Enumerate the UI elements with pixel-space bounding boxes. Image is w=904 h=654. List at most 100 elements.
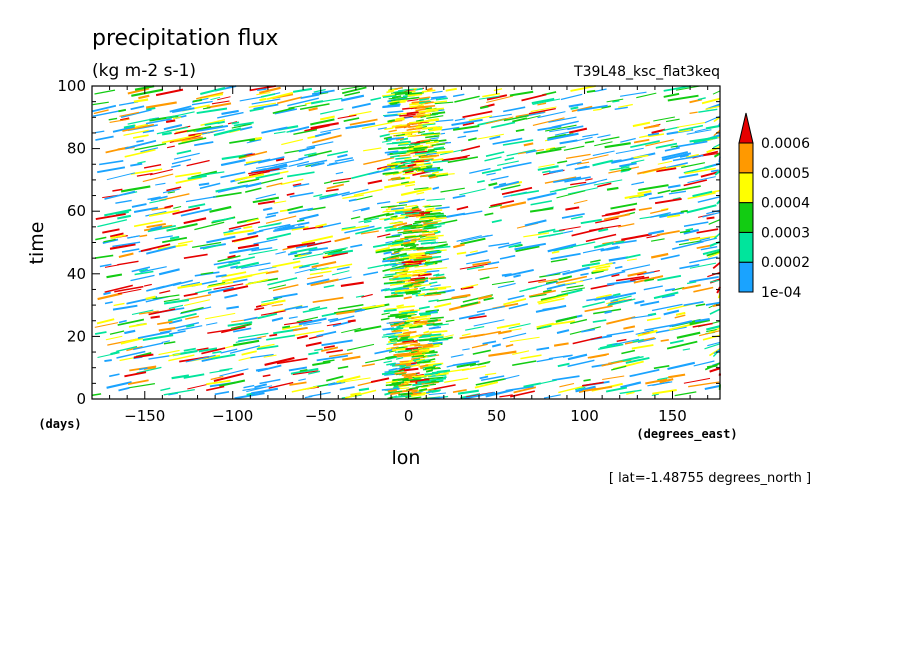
precip-streak <box>219 367 233 372</box>
precip-streak <box>183 217 207 225</box>
precip-streak <box>254 383 268 389</box>
precip-streak <box>498 182 507 186</box>
precip-streak <box>651 303 683 312</box>
precip-streak <box>337 365 349 370</box>
precip-streak <box>385 240 393 244</box>
precip-streak <box>103 238 116 243</box>
precip-streak <box>251 387 279 395</box>
precip-streak <box>415 119 424 122</box>
precip-streak <box>664 146 680 152</box>
precip-streak <box>525 115 541 120</box>
precip-streak <box>112 304 138 311</box>
colorbar-box <box>738 261 754 293</box>
precip-streak <box>589 354 607 359</box>
precip-streak <box>281 138 304 146</box>
precip-streak <box>538 228 556 234</box>
precip-streak <box>387 177 401 181</box>
plot-area <box>92 85 722 400</box>
precip-streak <box>454 118 466 122</box>
precip-streak <box>431 111 446 115</box>
precip-streak <box>124 148 156 158</box>
precip-streak <box>256 163 288 173</box>
precip-streak <box>422 126 438 130</box>
precip-streak <box>136 172 153 177</box>
precip-streak <box>345 122 376 130</box>
precip-streak <box>246 385 273 393</box>
precip-streak <box>417 247 434 251</box>
precip-streak <box>127 379 149 385</box>
precip-streak <box>347 319 356 323</box>
precip-streak <box>668 190 686 195</box>
colorbar-label: 1e-04 <box>761 285 801 301</box>
precip-streak <box>341 225 370 231</box>
precip-streak <box>92 109 121 117</box>
precip-streak <box>401 146 412 150</box>
precip-streak <box>334 157 354 162</box>
precip-streak <box>469 360 491 367</box>
precip-streak <box>158 268 180 276</box>
precip-streak <box>261 298 278 303</box>
precip-streak <box>606 316 636 325</box>
precip-streak <box>247 231 257 236</box>
precip-streak <box>547 243 577 253</box>
precip-streak <box>392 204 408 207</box>
precip-streak <box>635 329 654 335</box>
precip-streak <box>396 304 404 308</box>
precip-streak <box>706 329 717 333</box>
precip-streak <box>131 203 147 208</box>
precip-streak <box>390 312 408 316</box>
precip-streak <box>429 137 439 140</box>
precip-streak <box>266 182 283 188</box>
precip-streak <box>624 193 645 200</box>
precip-streak <box>452 194 466 199</box>
precip-streak <box>228 227 242 232</box>
precip-streak <box>597 134 611 139</box>
precip-streak <box>420 139 432 142</box>
precip-streak <box>393 243 404 246</box>
precip-streak <box>212 350 222 354</box>
precip-streak <box>527 192 557 201</box>
precip-streak <box>389 263 405 266</box>
precip-streak <box>580 272 589 276</box>
precip-streak <box>382 140 392 143</box>
precip-streak <box>521 93 547 102</box>
precip-streak <box>651 238 665 242</box>
precip-streak <box>259 378 281 385</box>
precip-streak <box>168 353 181 357</box>
precip-streak <box>557 362 570 368</box>
precip-streak <box>330 177 352 182</box>
precip-streak <box>707 341 721 347</box>
precip-streak <box>390 215 398 219</box>
precip-streak <box>620 167 632 172</box>
precip-streak <box>284 319 313 326</box>
precip-streak <box>418 348 430 352</box>
precip-streak <box>241 262 271 269</box>
precip-streak <box>145 118 172 125</box>
precip-streak <box>398 88 414 92</box>
precip-streak <box>205 312 236 320</box>
precip-streak <box>150 195 168 202</box>
precip-streak <box>508 303 528 310</box>
precip-streak <box>463 210 483 216</box>
precip-streak <box>422 333 442 337</box>
colorbar-label: 0.0006 <box>761 136 810 152</box>
precip-streak <box>409 325 423 329</box>
precip-streak <box>650 208 669 215</box>
precip-streak <box>177 325 203 332</box>
precip-streak <box>381 312 390 316</box>
precip-streak <box>566 284 584 289</box>
precip-streak <box>296 159 328 168</box>
precip-streak <box>173 205 182 209</box>
precip-streak <box>384 256 391 260</box>
precip-streak <box>462 348 470 351</box>
precip-streak <box>235 338 251 343</box>
precip-streak <box>308 370 321 375</box>
precip-streak <box>680 209 688 213</box>
precip-streak <box>645 378 668 385</box>
precip-streak <box>166 145 175 149</box>
precip-streak <box>335 171 344 175</box>
precip-streak <box>275 251 286 255</box>
precip-streak <box>604 142 631 149</box>
precip-streak <box>692 322 713 328</box>
